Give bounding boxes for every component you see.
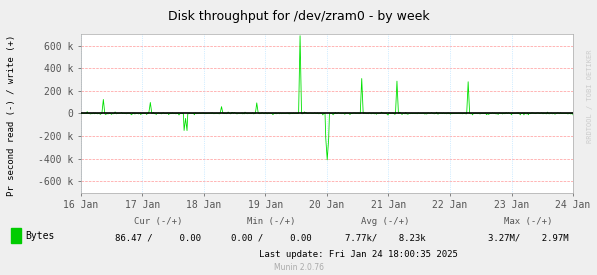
Text: Pr second read (-) / write (+): Pr second read (-) / write (+) <box>7 35 16 196</box>
Text: Cur (-/+): Cur (-/+) <box>134 217 183 226</box>
Text: Munin 2.0.76: Munin 2.0.76 <box>273 263 324 272</box>
Text: Last update: Fri Jan 24 18:00:35 2025: Last update: Fri Jan 24 18:00:35 2025 <box>259 250 458 259</box>
Text: Avg (-/+): Avg (-/+) <box>361 217 410 226</box>
Text: Min (-/+): Min (-/+) <box>247 217 296 226</box>
Text: Bytes: Bytes <box>26 231 55 241</box>
Text: 0.00 /     0.00: 0.00 / 0.00 <box>231 233 312 242</box>
Text: Max (-/+): Max (-/+) <box>504 217 553 226</box>
Text: 86.47 /     0.00: 86.47 / 0.00 <box>115 233 201 242</box>
Text: RRDTOOL / TOBI OETIKER: RRDTOOL / TOBI OETIKER <box>587 50 593 143</box>
Text: 7.77k/    8.23k: 7.77k/ 8.23k <box>344 233 426 242</box>
Text: Disk throughput for /dev/zram0 - by week: Disk throughput for /dev/zram0 - by week <box>168 10 429 23</box>
Text: 3.27M/    2.97M: 3.27M/ 2.97M <box>488 233 569 242</box>
